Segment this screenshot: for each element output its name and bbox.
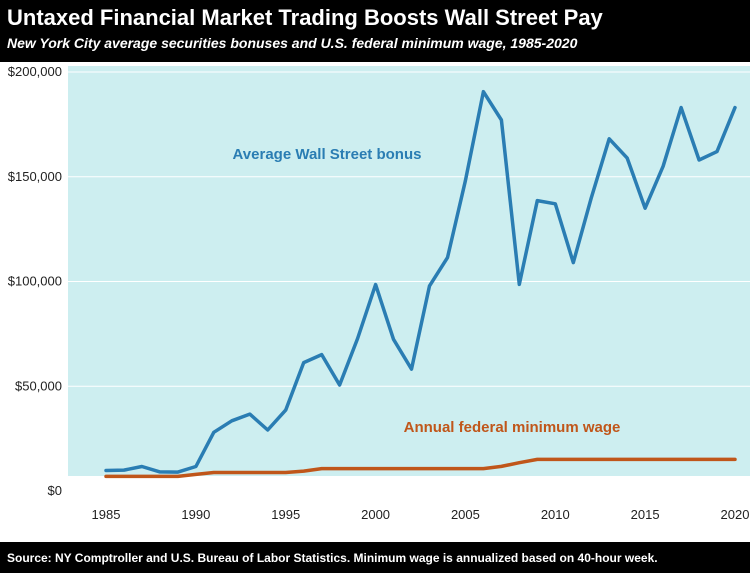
series-lines (104, 89, 737, 479)
y-tick-label: $50,000 (15, 378, 62, 393)
minimum-wage-series-line (104, 457, 737, 479)
bonus-series-label: Average Wall Street bonus (233, 146, 422, 163)
x-axis: 1985 1990 1995 2000 2005 2010 2015 2020 (92, 507, 750, 522)
y-tick-label: $0 (48, 483, 62, 498)
bonus-series-line (104, 89, 737, 474)
x-tick-label: 2020 (721, 507, 750, 522)
y-tick-label: $200,000 (8, 64, 62, 79)
series-labels: Average Wall Street bonus Annual federal … (233, 146, 621, 436)
chart-area: $0 $50,000 $100,000 $150,000 $200,000 1985 19… (0, 62, 750, 542)
plot-background (68, 66, 750, 476)
x-tick-label: 1985 (92, 507, 121, 522)
x-tick-label: 1995 (271, 507, 300, 522)
gridlines (68, 71, 750, 387)
y-tick-label: $150,000 (8, 169, 62, 184)
chart-title: Untaxed Financial Market Trading Boosts … (7, 5, 603, 30)
x-tick-label: 2005 (451, 507, 480, 522)
line-chart: $0$50,000$100,000$150,000$200,000 1985 19… (8, 64, 750, 522)
x-tick-label: 2010 (541, 507, 570, 522)
chart-header: Untaxed Financial Market Trading Boosts … (0, 0, 750, 62)
x-tick-label: 2015 (631, 507, 660, 522)
x-tick-label: 2000 (361, 507, 390, 522)
chart-footer: Source: NY Comptroller and U.S. Bureau o… (0, 542, 750, 573)
chart-subtitle: New York City average securities bonuses… (7, 35, 578, 51)
minimum-wage-series-label: Annual federal minimum wage (404, 419, 621, 436)
y-tick-label: $100,000 (8, 274, 62, 289)
x-tick-label: 1990 (181, 507, 210, 522)
source-note: Source: NY Comptroller and U.S. Bureau o… (7, 551, 658, 565)
y-axis: $0 $50,000 $100,000 $150,000 $200,000 (8, 64, 62, 498)
